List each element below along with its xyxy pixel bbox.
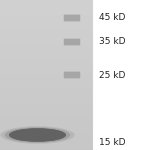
FancyBboxPatch shape (64, 72, 80, 78)
Text: 35 kD: 35 kD (99, 38, 126, 46)
Ellipse shape (5, 127, 70, 143)
Text: 15 kD: 15 kD (99, 138, 126, 147)
FancyBboxPatch shape (64, 15, 80, 21)
Ellipse shape (9, 128, 66, 142)
Ellipse shape (0, 126, 75, 144)
Ellipse shape (9, 128, 66, 142)
Text: 45 kD: 45 kD (99, 14, 125, 22)
Text: 25 kD: 25 kD (99, 70, 125, 80)
FancyBboxPatch shape (64, 39, 80, 45)
FancyBboxPatch shape (0, 0, 93, 150)
